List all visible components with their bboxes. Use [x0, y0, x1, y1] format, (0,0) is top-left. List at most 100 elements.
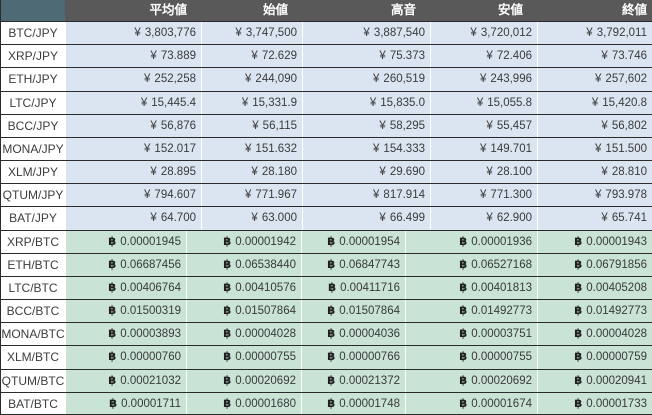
col-header-open: 始値	[262, 3, 288, 17]
col-header-high: 高音	[390, 3, 416, 17]
btc-symbol: ฿	[108, 305, 117, 318]
price-value: 0.00001674	[471, 397, 532, 410]
yen-symbol: ¥	[601, 166, 608, 179]
price-cell: ฿ 0.00003893	[65, 323, 186, 346]
table-row: LTC/JPY ¥15,445.4 ¥15,331.9 ¥15,835.0 ¥15,05…	[1, 90, 652, 114]
btc-symbol: ฿	[327, 397, 336, 410]
price-value: 0.01492773	[471, 305, 532, 318]
price-value: 73.746	[611, 50, 647, 63]
price-value: 0.06791856	[586, 258, 647, 271]
pair-label: BTC/JPY	[1, 22, 65, 45]
price-value: 66.499	[389, 212, 425, 225]
price-value: 56,876	[160, 119, 196, 132]
btc-symbol: ฿	[327, 351, 336, 364]
price-value: 28.100	[496, 166, 532, 179]
price-value: 0.00001748	[339, 397, 400, 410]
price-cell: ¥56,802	[537, 114, 652, 137]
price-cell: ฿ 0.01507864	[301, 300, 405, 323]
price-cell: ¥55,457	[430, 114, 537, 137]
price-cell: ¥64.700	[65, 207, 201, 230]
price-cell: ¥73.889	[65, 45, 201, 68]
price-cell: ¥63.000	[201, 207, 302, 230]
price-cell: ¥243,996	[430, 68, 537, 91]
price-cell: ฿ 0.00020692	[405, 369, 537, 392]
price-cell: ฿ 0.00001680	[186, 392, 301, 414]
price-cell: ¥15,445.4	[65, 91, 201, 114]
price-value: 0.00410576	[235, 281, 296, 294]
btc-symbol: ฿	[328, 281, 337, 294]
yen-symbol: ¥	[251, 50, 258, 63]
price-value: 56,802	[611, 119, 647, 132]
price-value: 3,887,540	[373, 27, 425, 39]
price-value: 151.500	[605, 142, 647, 155]
table-row: XRP/BTC ฿ 0.00001945 ฿ 0.00001942 ฿ 0.00001954…	[1, 229, 652, 253]
price-value: 0.00001942	[235, 235, 296, 248]
table-body-jpy: BTC/JPY ¥3,803,776 ¥3,747,500 ¥3,887,540 ¥3,…	[1, 21, 652, 230]
table-row: BAT/JPY ¥64.700 ¥63.000 ¥66.499 ¥62.900 ¥65.7…	[1, 206, 652, 230]
price-value: 0.00003893	[120, 328, 181, 341]
col-header-average: 平均値	[149, 3, 187, 17]
price-value: 0.00020941	[586, 374, 647, 387]
btc-symbol: ฿	[327, 258, 336, 271]
price-cell: ฿ 0.00000755	[405, 346, 537, 369]
table-row: ETH/BTC ฿ 0.06687456 ฿ 0.06538440 ฿ 0.06847743…	[1, 252, 652, 276]
price-value: 0.00003751	[471, 328, 532, 341]
price-value: 62.900	[496, 212, 532, 225]
price-value: 3,720,012	[480, 27, 532, 39]
price-cell: ฿ 0.06847743	[301, 253, 405, 276]
price-value: 0.06527168	[471, 258, 532, 271]
table-row: XLM/BTC ฿ 0.00000760 ฿ 0.00000755 ฿ 0.00000766…	[1, 345, 652, 369]
btc-symbol: ฿	[223, 305, 232, 318]
price-value: 252,258	[154, 73, 196, 86]
price-cell: ฿ 0.06538440	[186, 253, 301, 276]
table-body-btc: XRP/BTC ฿ 0.00001945 ฿ 0.00001942 ฿ 0.00001954…	[1, 229, 652, 414]
yen-symbol: ¥	[144, 142, 151, 155]
pair-label: MONA/JPY	[1, 137, 65, 161]
yen-symbol: ¥	[245, 142, 252, 155]
table-header-row: 平均値 始値 高音 安値 終値	[1, 0, 652, 21]
btc-symbol: ฿	[223, 351, 232, 364]
price-cell: ฿ 0.00001943	[537, 230, 652, 253]
pair-label: BAT/JPY	[1, 207, 65, 230]
price-cell: ¥15,420.8	[537, 91, 652, 114]
price-cell: ฿ 0.00000760	[65, 346, 186, 369]
price-cell: ¥15,835.0	[302, 91, 430, 114]
btc-symbol: ฿	[574, 397, 583, 410]
price-cell: ฿ 0.00001733	[537, 392, 652, 414]
price-cell: ¥28.180	[201, 161, 302, 184]
price-cell: ¥56,876	[65, 114, 201, 137]
btc-symbol: ฿	[223, 281, 232, 294]
yen-symbol: ¥	[373, 73, 380, 86]
btc-symbol: ฿	[459, 305, 468, 318]
yen-symbol: ¥	[140, 96, 148, 109]
btc-symbol: ฿	[574, 328, 583, 341]
yen-symbol: ¥	[373, 189, 380, 202]
btc-symbol: ฿	[327, 235, 336, 248]
price-cell: ¥154.333	[302, 137, 430, 161]
price-value: 0.01507864	[235, 305, 296, 318]
yen-symbol: ¥	[144, 73, 151, 86]
btc-symbol: ฿	[459, 328, 468, 341]
btc-symbol: ฿	[108, 374, 117, 387]
price-value: 154.333	[383, 142, 425, 155]
yen-symbol: ¥	[486, 50, 493, 63]
btc-symbol: ฿	[223, 374, 232, 387]
price-cell: ฿ 0.00406764	[65, 276, 186, 300]
price-cell: ¥151.500	[537, 137, 652, 161]
price-value: 0.00401813	[471, 281, 532, 294]
price-cell: ¥65.741	[537, 207, 652, 230]
yen-symbol: ¥	[150, 212, 157, 225]
price-value: 771.967	[255, 189, 297, 202]
price-value: 0.00020692	[471, 374, 532, 387]
pair-label: XRP/JPY	[1, 45, 65, 68]
price-value: 244,090	[255, 73, 297, 86]
yen-symbol: ¥	[586, 27, 593, 39]
btc-symbol: ฿	[108, 258, 117, 271]
price-value: 152.017	[154, 142, 196, 155]
yen-symbol: ¥	[480, 142, 487, 155]
pair-label: BAT/BTC	[1, 392, 65, 414]
yen-symbol: ¥	[601, 50, 608, 63]
price-value: 0.00411716	[340, 281, 400, 294]
btc-symbol: ฿	[327, 374, 336, 387]
